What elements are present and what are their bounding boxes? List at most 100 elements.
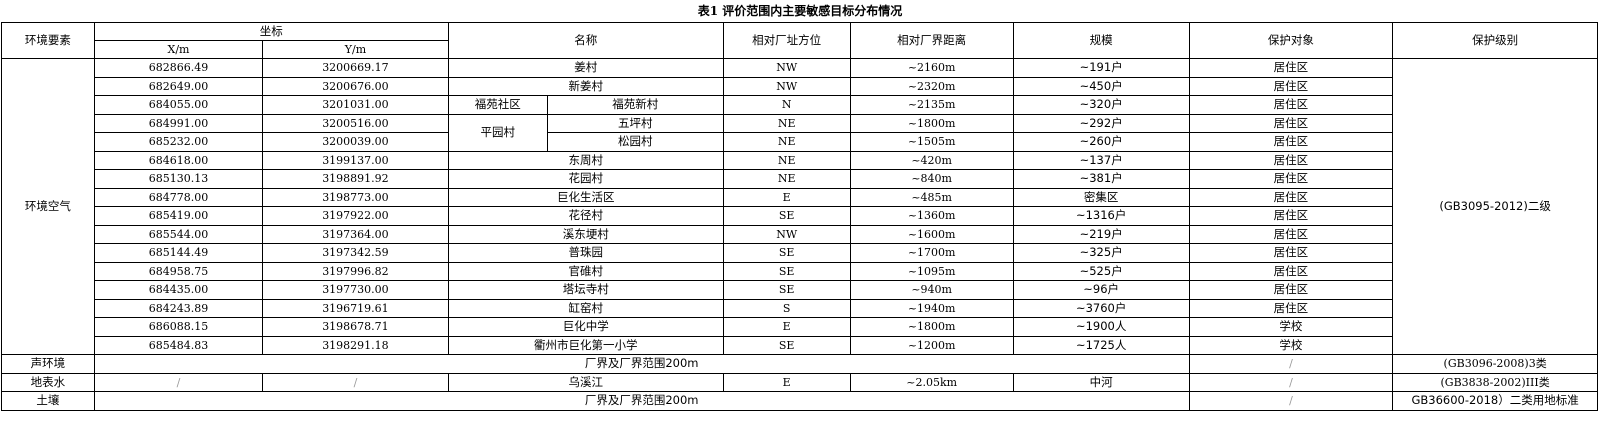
cell-distance: ~1200m [849, 335, 1014, 355]
table-row: 684958.75 3197996.82 官碓村 SE ~1095m ~525户 居住区 [2, 261, 1598, 281]
cell-name: 溪东埂村 [447, 224, 724, 244]
cell-y: 3197730.00 [262, 280, 449, 300]
cell-name: 东周村 [447, 150, 724, 170]
table-row-soil: 土壤 厂界及厂界范围200m / GB36600-2018）二类用地标准 [1, 391, 1598, 411]
cell-name: 乌溪江 [447, 372, 724, 392]
cell-scale: ~450户 [1012, 76, 1190, 96]
cell-name: 官碓村 [447, 261, 724, 281]
header-y: Y/m [262, 40, 449, 59]
cell-y: 3197342.59 [262, 243, 449, 263]
cell-distance: ~2.05km [849, 372, 1014, 392]
cell-x: 686088.15 [93, 317, 264, 337]
cell-direction: N [722, 95, 851, 115]
cell-group: 福苑社区 [447, 95, 548, 115]
cell-x: 684435.00 [93, 280, 264, 300]
table-row: 685484.83 3198291.18 衢州市巨化第一小学 SE ~1200m ~172… [2, 335, 1598, 355]
cell-distance: ~2320m [849, 76, 1014, 96]
table-row: 684435.00 3197730.00 塔坛寺村 SE ~940m ~96户 居住区 [2, 280, 1598, 300]
cell-object: 居住区 [1188, 206, 1394, 226]
cell-x: 685232.00 [93, 132, 264, 152]
cell-object: 居住区 [1188, 113, 1394, 133]
cell-distance: ~1940m [849, 298, 1014, 318]
cell-direction: E [722, 372, 851, 392]
cell-y: 3197996.82 [262, 261, 449, 281]
table-row: 685419.00 3197922.00 花径村 SE ~1360m ~1316户 居住区 [2, 206, 1598, 226]
cell-name: 普珠园 [447, 243, 724, 263]
cell-y: 3198773.00 [262, 187, 449, 207]
cell-scale: ~325户 [1012, 243, 1190, 263]
cell-y: 3198291.18 [262, 335, 449, 355]
cell-x: 685419.00 [93, 206, 264, 226]
header-row: 环境要素 坐标 名称 相对厂址方位 相对厂界距离 规模 保护对象 保护级别 [1, 22, 1598, 59]
cell-name: 塔坛寺村 [447, 280, 724, 300]
cell-scale: ~1316户 [1012, 206, 1190, 226]
level-soil: GB36600-2018）二类用地标准 [1392, 391, 1598, 411]
cell-direction: NW [722, 58, 851, 78]
sensitive-targets-table: 环境要素 坐标 名称 相对厂址方位 相对厂界距离 规模 保护对象 保护级别 X/… [1, 22, 1598, 411]
cell-scale: ~137户 [1012, 150, 1190, 170]
header-coord: 坐标 [93, 22, 449, 41]
cell-x: 682649.00 [93, 76, 264, 96]
cell-direction: SE [722, 243, 851, 263]
level-air: (GB3095-2012)二级 [1392, 58, 1598, 355]
cell-y: 3198891.92 [262, 169, 449, 189]
table-row: 684243.89 3196719.61 缸窑村 S ~1940m ~3760户 居住区 [2, 298, 1598, 318]
cell-object: / [1188, 354, 1394, 374]
cell-scale: ~381户 [1012, 169, 1190, 189]
table-row: 684778.00 3198773.00 巨化生活区 E ~485m 密集区 居住区 [2, 187, 1598, 207]
table-row: 685144.49 3197342.59 普珠园 SE ~1700m ~325户 居住区 [2, 243, 1598, 263]
cell-x: 684991.00 [93, 113, 264, 133]
cell-distance: ~1800m [849, 317, 1014, 337]
cell-x: 685144.49 [93, 243, 264, 263]
cell-x: 685484.83 [93, 335, 264, 355]
header-element: 环境要素 [1, 22, 95, 59]
cell-object: 居住区 [1188, 224, 1394, 244]
cell-y: 3201031.00 [262, 95, 449, 115]
cell-y: 3196719.61 [262, 298, 449, 318]
header-distance: 相对厂界距离 [849, 22, 1014, 59]
table-row-noise: 声环境 厂界及厂界范围200m / (GB3096-2008)3类 [1, 354, 1598, 374]
cell-direction: SE [722, 335, 851, 355]
table-title: 表1 评价范围内主要敏感目标分布情况 [697, 4, 903, 18]
cell-x: 684778.00 [93, 187, 264, 207]
cell-name: 松园村 [546, 132, 724, 152]
table-row: 684055.00 3201031.00 福苑社区 福苑新村 N ~2135m ~320户居… [2, 95, 1598, 115]
cell-distance: ~840m [849, 169, 1014, 189]
element-air: 环境空气 [1, 58, 95, 355]
cell-distance: ~1360m [849, 206, 1014, 226]
table-row: 环境空气 682866.49 3200669.17 姜村 NW ~2160m ~191户 居住… [1, 58, 1598, 355]
cell-object: 学校 [1188, 317, 1394, 337]
cell-x: 682866.49 [93, 58, 264, 78]
header-x: X/m [93, 40, 264, 59]
cell-direction: NW [722, 76, 851, 96]
cell-name: 姜村 [447, 58, 724, 78]
cell-direction: NW [722, 224, 851, 244]
cell-desc: 厂界及厂界范围200m [93, 354, 1190, 374]
cell-scale: ~1900人 [1012, 317, 1190, 337]
cell-direction: NE [722, 150, 851, 170]
cell-object: 居住区 [1188, 76, 1394, 96]
cell-x: 684958.75 [93, 261, 264, 281]
cell-scale: ~191户 [1012, 58, 1190, 78]
cell-x: 685544.00 [93, 224, 264, 244]
cell-name: 衢州市巨化第一小学 [447, 335, 724, 355]
cell-direction: NE [722, 132, 851, 152]
cell-object: 居住区 [1188, 298, 1394, 318]
cell-name: 花园村 [447, 169, 724, 189]
cell-name: 巨化生活区 [447, 187, 724, 207]
cell-x: / [93, 372, 264, 392]
cell-direction: S [722, 298, 851, 318]
cell-x: 685130.13 [93, 169, 264, 189]
cell-object: 居住区 [1188, 169, 1394, 189]
cell-y: / [262, 372, 449, 392]
cell-direction: SE [722, 206, 851, 226]
header-level: 保护级别 [1392, 22, 1598, 59]
cell-name: 新姜村 [447, 76, 724, 96]
cell-direction: NE [722, 169, 851, 189]
cell-y: 3197364.00 [262, 224, 449, 244]
cell-name: 缸窑村 [447, 298, 724, 318]
cell-object: 居住区 [1188, 280, 1394, 300]
cell-y: 3200676.00 [262, 76, 449, 96]
cell-scale: ~292户 [1012, 113, 1190, 133]
cell-distance: ~420m [849, 150, 1014, 170]
